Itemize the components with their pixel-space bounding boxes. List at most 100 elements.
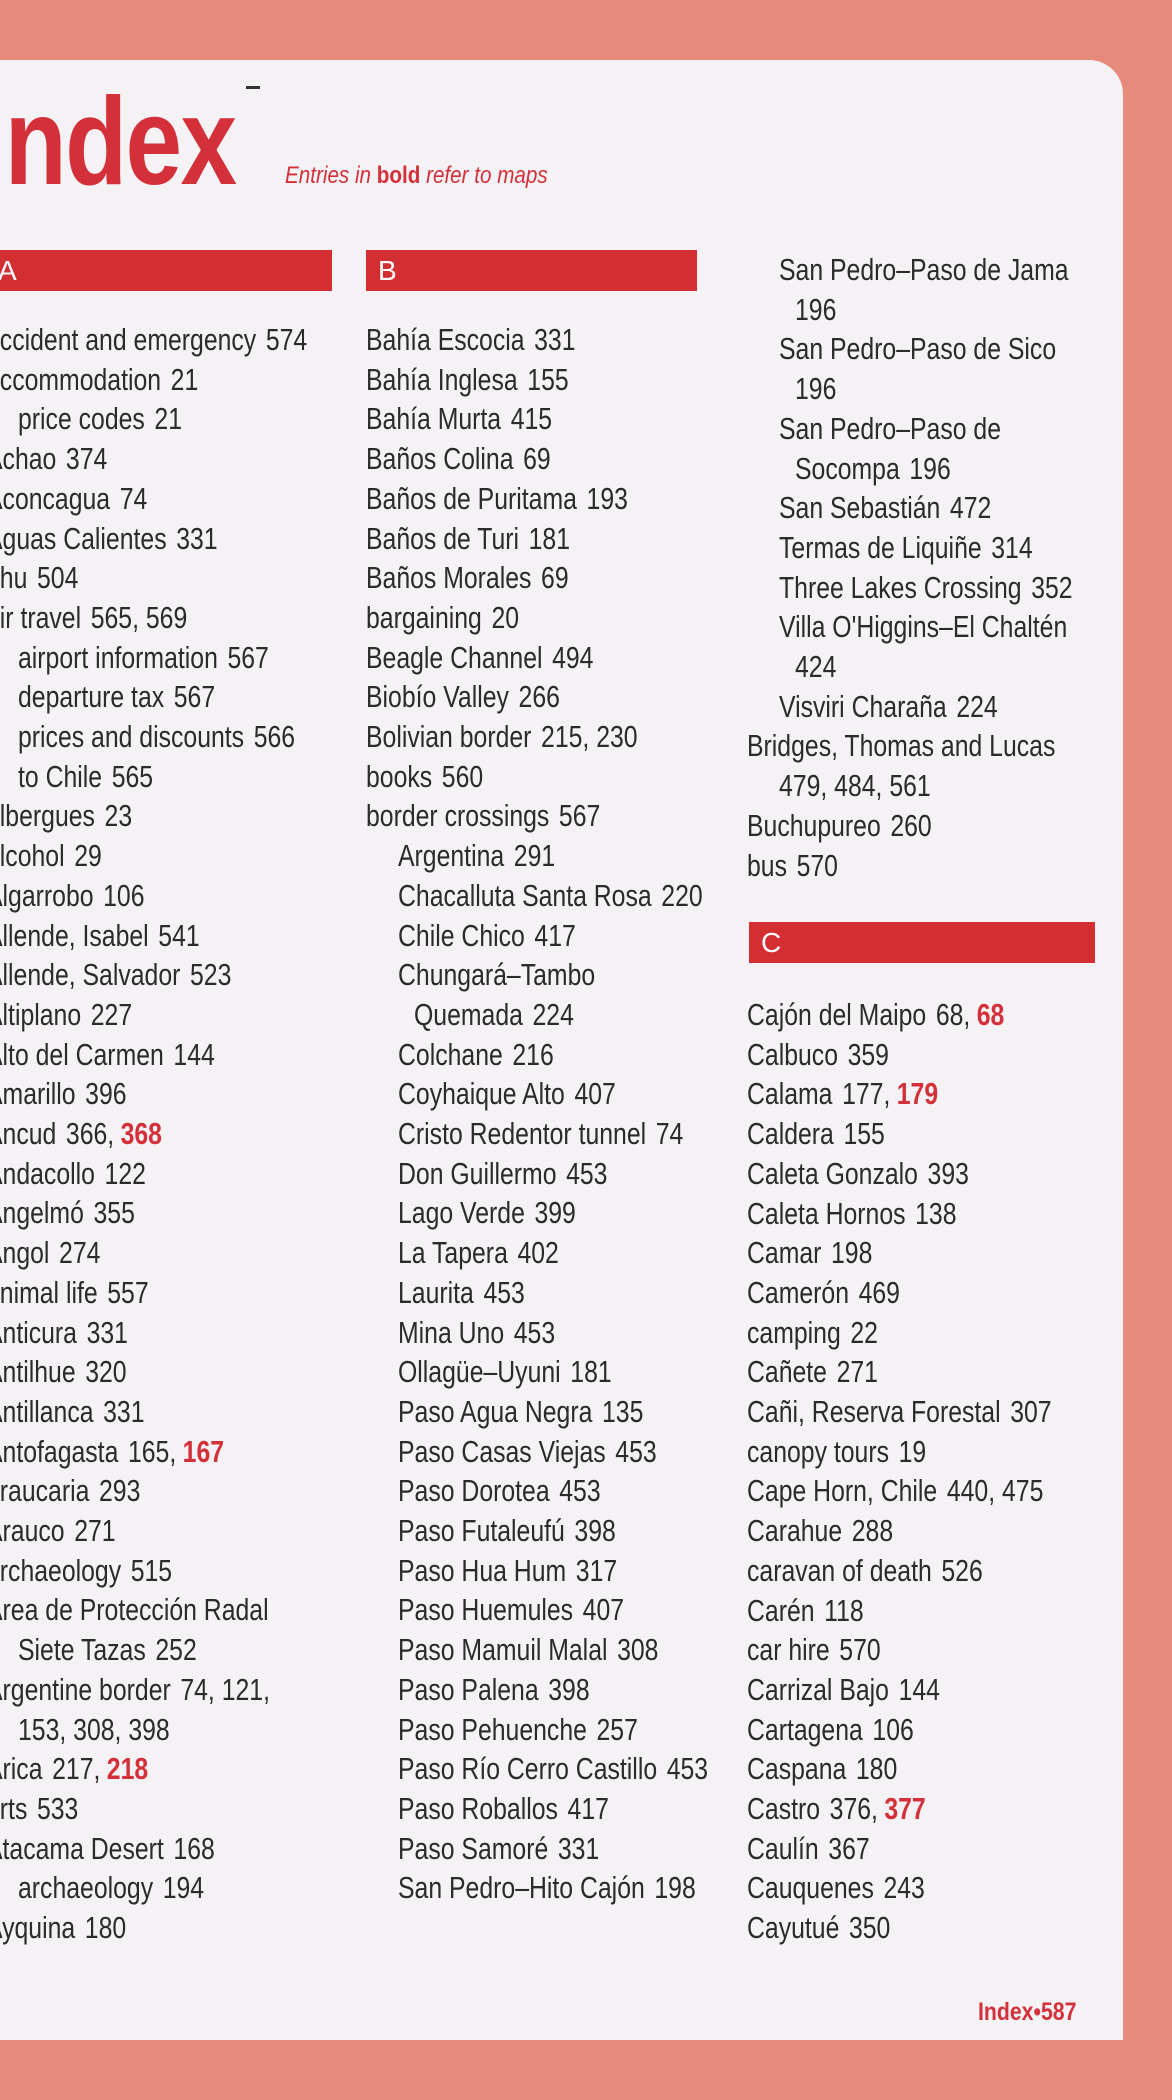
index-entry: Calbuco 359 xyxy=(747,1035,889,1075)
entry-pages: 144 xyxy=(173,1036,215,1072)
entry-label: 424 xyxy=(795,649,837,684)
index-entry: Paso Mamuil Malal 308 xyxy=(398,1630,658,1670)
entry-label: La Tapera xyxy=(398,1235,508,1271)
entry-label: Carrizal Bajo xyxy=(747,1671,889,1707)
entry-label: Biobío Valley xyxy=(366,679,509,715)
entry-pages: 243 xyxy=(883,1870,925,1906)
entry-label: Chungará–Tambo xyxy=(398,957,596,993)
entry-label: bargaining xyxy=(366,599,482,635)
entry-label: border crossings xyxy=(366,798,550,834)
entry-pages: 29 xyxy=(74,838,102,874)
index-entry: bargaining 20 xyxy=(366,598,519,638)
index-entry: caravan of death 526 xyxy=(747,1551,983,1591)
entry-pages: 366, xyxy=(65,1116,115,1151)
entry-label: Calama xyxy=(747,1076,833,1112)
entry-pages: 22 xyxy=(850,1314,878,1350)
entry-label: Paso Samoré xyxy=(398,1830,549,1866)
index-entry: Cristo Redentor tunnel 74 xyxy=(398,1114,683,1154)
entry-pages: 21 xyxy=(154,401,183,437)
entry-pages: 260 xyxy=(890,807,932,843)
entry-label: arts xyxy=(0,1790,28,1826)
index-entry: Cañete 271 xyxy=(747,1352,878,1392)
entry-map-page: 179 xyxy=(896,1076,939,1112)
index-entry: Carahue 288 xyxy=(747,1511,893,1551)
entry-label: Arauco xyxy=(0,1513,65,1548)
entry-label: bus xyxy=(747,847,787,883)
index-entry: Carrizal Bajo 144 xyxy=(747,1670,940,1710)
entry-label: Socompa xyxy=(795,450,900,486)
index-entry: 153, 308, 398 xyxy=(18,1710,170,1750)
entry-label: Caleta Gonzalo xyxy=(747,1155,918,1191)
entry-pages: 69 xyxy=(541,560,569,596)
entry-pages: 331 xyxy=(176,520,218,556)
entry-label: Carén xyxy=(747,1592,815,1628)
index-entry: Bahía Escocia 331 xyxy=(366,320,576,360)
entry-label: Aconcagua xyxy=(0,480,111,516)
entry-label: Paso Río Cerro Castillo xyxy=(398,1751,658,1787)
subtitle-text: Entries in xyxy=(285,162,377,189)
entry-label: Calbuco xyxy=(747,1036,838,1072)
index-entry: departure tax 567 xyxy=(18,677,215,717)
index-entry: price codes 21 xyxy=(18,399,182,439)
entry-pages: 570 xyxy=(796,847,838,883)
entry-map-page: 68 xyxy=(976,997,1005,1032)
entry-pages: 155 xyxy=(843,1116,885,1152)
entry-pages: 320 xyxy=(85,1354,127,1390)
entry-label: San Pedro–Hito Cajón xyxy=(398,1870,645,1906)
entry-pages: 350 xyxy=(848,1910,891,1946)
entry-label: Antilhue xyxy=(0,1354,76,1390)
entry-pages: 68, xyxy=(935,997,971,1032)
entry-pages: 331 xyxy=(534,322,576,357)
section-header-c: C xyxy=(749,922,1095,963)
entry-label: Villa O'Higgins–El Chaltén xyxy=(779,609,1068,645)
entry-label: camping xyxy=(747,1314,841,1350)
entry-label: Laurita xyxy=(398,1274,474,1310)
index-entry: car hire 570 xyxy=(747,1630,881,1670)
index-entry: bus 570 xyxy=(747,846,838,886)
entry-pages: 567 xyxy=(558,798,601,834)
index-entry: Paso Río Cerro Castillo 453 xyxy=(398,1749,708,1789)
index-entry: Bahía Inglesa 155 xyxy=(366,360,569,400)
entry-label: 196 xyxy=(795,371,837,407)
entry-pages: 224 xyxy=(532,996,574,1032)
index-entry: San Pedro–Paso de xyxy=(779,409,1001,449)
index-entry: Argentina 291 xyxy=(398,836,555,876)
entry-pages: 557 xyxy=(107,1274,149,1310)
entry-pages: 168 xyxy=(173,1830,215,1866)
entry-label: Chile Chico xyxy=(398,917,525,953)
entry-label: ahu xyxy=(0,560,28,596)
entry-pages: 74 xyxy=(119,480,148,516)
entry-pages: 574 xyxy=(265,322,308,357)
entry-pages: 307 xyxy=(1010,1394,1052,1429)
entry-pages: 74, 121, xyxy=(180,1671,270,1707)
entry-label: Ancud xyxy=(0,1116,57,1151)
entry-pages: 317 xyxy=(575,1552,618,1588)
entry-label: Castro xyxy=(747,1791,821,1826)
entry-label: Buchupureo xyxy=(747,807,881,843)
entry-pages: 181 xyxy=(570,1354,612,1390)
entry-label: accommodation xyxy=(0,361,162,397)
index-entry: accommodation 21 xyxy=(0,360,198,400)
entry-label: air travel xyxy=(0,599,82,635)
index-entry: Villa O'Higgins–El Chaltén xyxy=(779,607,1067,647)
index-entry: Visviri Charaña 224 xyxy=(779,687,998,727)
entry-label: Cañete xyxy=(747,1354,827,1390)
entry-pages: 533 xyxy=(36,1790,79,1826)
entry-pages: 155 xyxy=(527,361,569,397)
index-entry: Cauquenes 243 xyxy=(747,1868,925,1908)
entry-label: San Sebastián xyxy=(779,490,941,526)
entry-label: Algarrobo xyxy=(0,877,94,913)
entry-pages: 396 xyxy=(85,1076,127,1112)
entry-label: Cauquenes xyxy=(747,1870,874,1906)
entry-pages: 19 xyxy=(898,1433,927,1469)
index-entry: airport information 567 xyxy=(18,638,269,678)
index-entry: Ollagüe–Uyuni 181 xyxy=(398,1352,612,1392)
index-entry: Ancud366,368 xyxy=(0,1114,162,1154)
entry-pages: 314 xyxy=(991,529,1033,565)
index-entry: Lago Verde 399 xyxy=(398,1193,576,1233)
index-entry: Cartagena 106 xyxy=(747,1710,914,1750)
entry-pages: 215, 230 xyxy=(541,719,638,754)
entry-pages: 216 xyxy=(512,1036,554,1072)
index-entry: Altiplano227 xyxy=(0,995,132,1035)
